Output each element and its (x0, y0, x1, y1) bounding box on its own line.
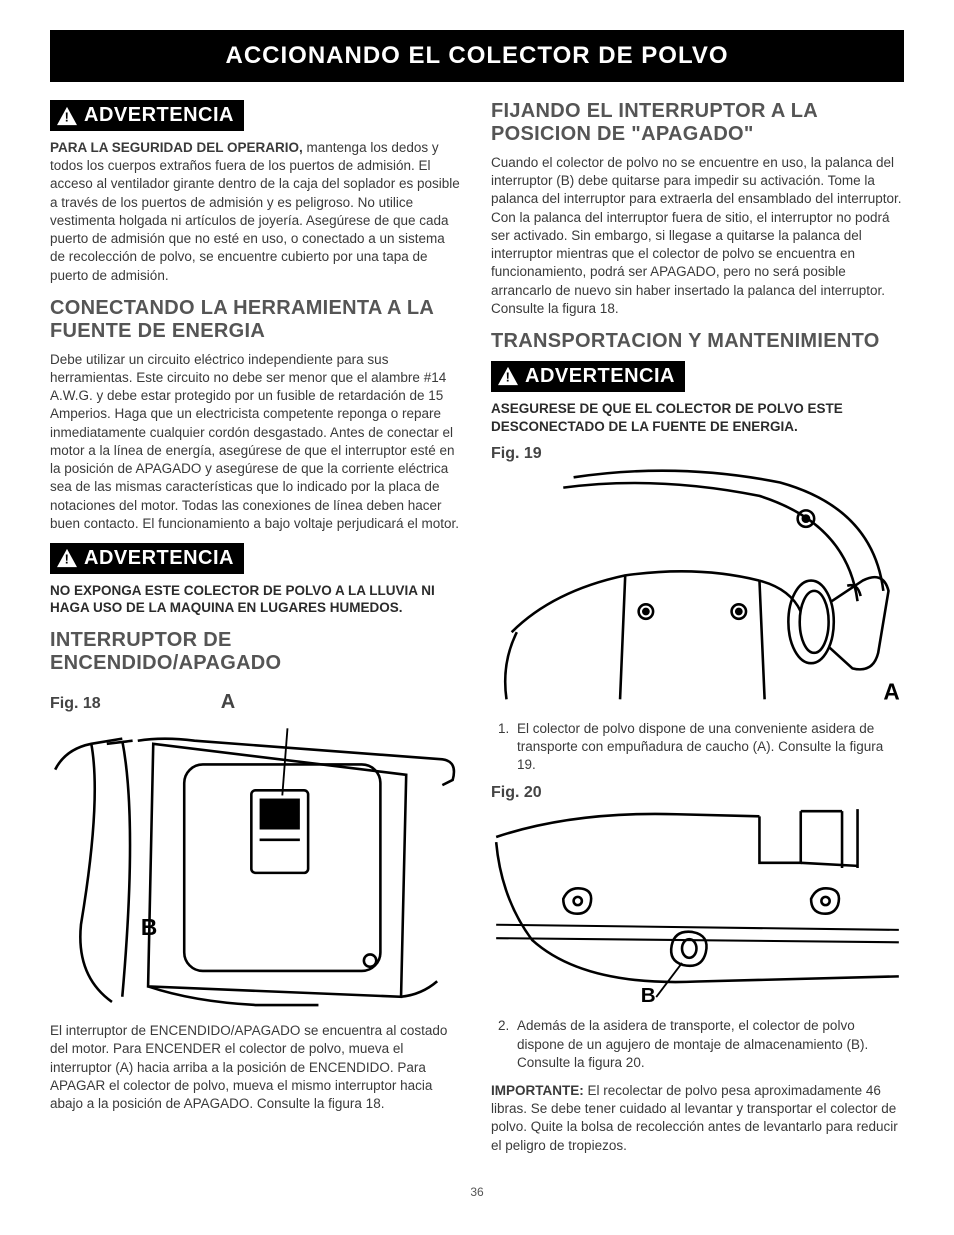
page-title-bar: ACCIONANDO EL COLECTOR DE POLVO (50, 30, 904, 82)
rain-warning-paragraph: NO EXPONGA ESTE COLECTOR DE POLVO A LA L… (50, 582, 463, 617)
switch-paragraph: El interruptor de ENCENDIDO/APAGADO se e… (50, 1022, 463, 1113)
circuit-paragraph: Debe utilizar un circuito eléctrico inde… (50, 351, 463, 533)
operator-safety-lead: PARA LA SEGURIDAD DEL OPERARIO, (50, 140, 303, 155)
warning-triangle-icon: ! (497, 366, 519, 386)
operator-safety-paragraph: PARA LA SEGURIDAD DEL OPERARIO, mantenga… (50, 139, 463, 285)
page-number: 36 (50, 1185, 904, 1199)
right-column: FIJANDO EL INTERRUPTOR A LA POSICION DE … (491, 100, 904, 1165)
fig19-callout-a: A (883, 678, 899, 704)
svg-text:!: ! (506, 370, 511, 385)
figure-20-mount-hole-diagram: B (491, 806, 904, 1002)
heading-transport: TRANSPORTACION Y MANTENIMIENTO (491, 330, 904, 353)
warning-triangle-icon: ! (56, 106, 78, 126)
svg-text:!: ! (65, 109, 70, 124)
warning-label: ADVERTENCIA (525, 365, 675, 388)
disconnect-warning-paragraph: ASEGURESE DE QUE EL COLECTOR DE POLVO ES… (491, 400, 904, 435)
fig20-label: Fig. 20 (491, 784, 904, 802)
heading-switch: INTERRUPTOR DE ENCENDIDO/APAGADO (50, 629, 463, 675)
warning-box-3: ! ADVERTENCIA (491, 361, 685, 392)
figure-19-handle-diagram: A (491, 467, 904, 704)
fig19-label: Fig. 19 (491, 445, 904, 463)
warning-box-2: ! ADVERTENCIA (50, 543, 244, 574)
warning-box-1: ! ADVERTENCIA (50, 100, 244, 131)
transport-item-2: Además de la asidera de transporte, el c… (513, 1017, 904, 1072)
fig18-callout-b: B (141, 914, 157, 940)
warning-triangle-icon: ! (56, 548, 78, 568)
two-column-layout: ! ADVERTENCIA PARA LA SEGURIDAD DEL OPER… (50, 100, 904, 1165)
figure-18-switch-diagram: B (50, 718, 463, 1007)
left-column: ! ADVERTENCIA PARA LA SEGURIDAD DEL OPER… (50, 100, 463, 1165)
warning-label: ADVERTENCIA (84, 547, 234, 570)
transport-list-2: Además de la asidera de transporte, el c… (513, 1017, 904, 1072)
fig18-label: Fig. 18 (50, 695, 101, 713)
heading-connecting-tool: CONECTANDO LA HERRAMIENTA A LA FUENTE DE… (50, 297, 463, 343)
svg-text:!: ! (65, 552, 70, 567)
transport-item-1: El colector de polvo dispone de una conv… (513, 720, 904, 775)
fig20-callout-b: B (641, 984, 656, 1002)
fig18-callout-a-top: A (221, 691, 235, 714)
heading-lock-off: FIJANDO EL INTERRUPTOR A LA POSICION DE … (491, 100, 904, 146)
important-paragraph: IMPORTANTE: El recolectar de polvo pesa … (491, 1082, 904, 1155)
operator-safety-rest: mantenga los dedos y todos los cuerpos e… (50, 140, 460, 283)
warning-label: ADVERTENCIA (84, 104, 234, 127)
important-lead: IMPORTANTE: (491, 1083, 584, 1098)
lock-off-paragraph: Cuando el colector de polvo no se encuen… (491, 154, 904, 318)
transport-list-1: El colector de polvo dispone de una conv… (513, 720, 904, 775)
